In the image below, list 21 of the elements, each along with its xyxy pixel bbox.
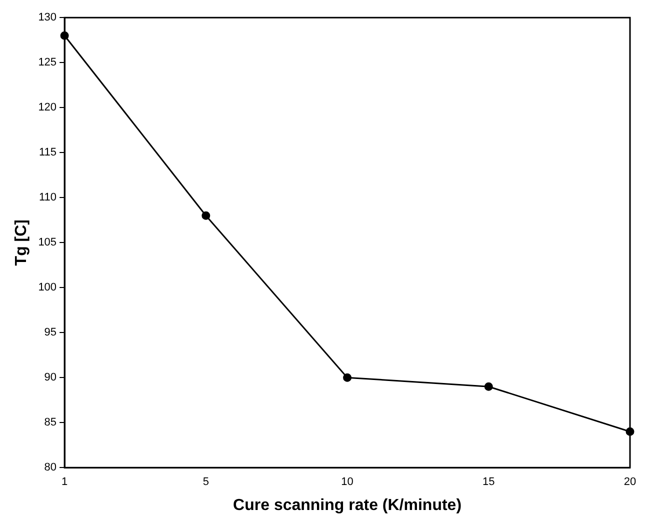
x-tick-label: 20 — [624, 476, 636, 488]
point — [202, 211, 210, 220]
x-tick-label: 10 — [341, 476, 354, 488]
x-axis-title: Cure scanning rate (K/minute) — [233, 496, 462, 514]
y-tick-label: 110 — [39, 192, 57, 204]
y-tick-label: 115 — [39, 146, 57, 159]
point — [484, 382, 493, 391]
x-tick-label: 1 — [61, 476, 68, 488]
y-tick-label: 100 — [38, 282, 57, 294]
y-tick-label: 125 — [38, 56, 57, 69]
y-tick-label: 105 — [38, 236, 57, 249]
y-tick-label: 80 — [44, 462, 57, 474]
y-tick-label: 85 — [44, 416, 57, 429]
y-tick-label: 90 — [44, 372, 57, 384]
y-tick-label: 130 — [38, 12, 57, 24]
point — [343, 373, 352, 382]
x-tick-label: 5 — [202, 476, 209, 488]
y-axis-title: Tg [C] — [13, 220, 30, 266]
y-tick-label: 95 — [44, 326, 57, 339]
x-tick-label: 15 — [482, 476, 495, 488]
y-tick-label: 120 — [38, 102, 57, 114]
